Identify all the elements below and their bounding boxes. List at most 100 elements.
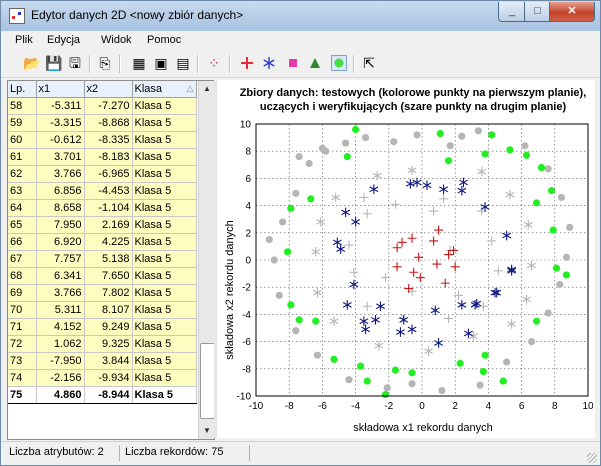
cell-lp[interactable]: 61 (8, 148, 37, 166)
maximize-button[interactable]: □ (524, 2, 551, 22)
cell-klasa[interactable]: Klasa 5 (132, 386, 197, 404)
cell-lp[interactable]: 59 (8, 114, 37, 132)
scatter-icon[interactable]: ⁘ (208, 55, 220, 71)
cell-klasa[interactable]: Klasa 5 (132, 369, 197, 387)
table-row[interactable]: 68 6.341 7.650 Klasa 5 (8, 267, 197, 285)
cell-x2[interactable]: 8.107 (84, 301, 133, 319)
data-icon[interactable]: ▦ (132, 55, 146, 71)
table-row[interactable]: 71 4.152 9.249 Klasa 5 (8, 318, 197, 336)
cell-x1[interactable]: 3.701 (36, 148, 85, 166)
cell-klasa[interactable]: Klasa 5 (132, 250, 197, 268)
save-icon[interactable]: 💾 (45, 55, 63, 71)
cell-x2[interactable]: 4.225 (84, 233, 133, 251)
table-row[interactable]: 61 3.701 -8.183 Klasa 5 (8, 148, 197, 166)
cell-x2[interactable]: -9.934 (84, 369, 133, 387)
save-as-icon[interactable]: 🖫 (69, 55, 81, 71)
cell-klasa[interactable]: Klasa 5 (132, 335, 197, 353)
column-header-klasa[interactable]: Klasa △ (132, 81, 197, 98)
cell-x1[interactable]: 3.766 (36, 165, 85, 183)
cell-x2[interactable]: 9.325 (84, 335, 133, 353)
cell-lp[interactable]: 68 (8, 267, 37, 285)
cell-lp[interactable]: 64 (8, 199, 37, 217)
cell-x1[interactable]: 6.856 (36, 182, 85, 200)
cell-x1[interactable]: 6.341 (36, 267, 85, 285)
cell-x1[interactable]: 6.920 (36, 233, 85, 251)
column-header-x2[interactable]: x2 (84, 81, 133, 98)
close-button[interactable]: ✕ (549, 2, 595, 22)
cell-x2[interactable]: -6.965 (84, 165, 133, 183)
title-bar[interactable]: Edytor danych 2D <nowy zbiór danych> _ □… (1, 1, 600, 31)
cell-klasa[interactable]: Klasa 5 (132, 301, 197, 319)
cell-x2[interactable]: 5.138 (84, 250, 133, 268)
scroll-up-icon[interactable]: ▲ (203, 84, 211, 93)
grid-icon[interactable]: ▣ (154, 55, 168, 71)
scrollbar-thumb[interactable] (200, 343, 214, 419)
cell-lp[interactable]: 69 (8, 284, 37, 302)
cell-lp[interactable]: 66 (8, 233, 37, 251)
cell-x2[interactable]: -8.944 (84, 386, 133, 404)
cell-x1[interactable]: -2.156 (36, 369, 85, 387)
cell-lp[interactable]: 60 (8, 131, 37, 149)
table-row[interactable]: 69 3.766 7.802 Klasa 5 (8, 284, 197, 302)
panel-splitter[interactable] (214, 80, 218, 438)
cell-x1[interactable]: 7.757 (36, 250, 85, 268)
table-row[interactable]: 66 6.920 4.225 Klasa 5 (8, 233, 197, 251)
cell-x2[interactable]: -4.453 (84, 182, 133, 200)
cell-klasa[interactable]: Klasa 5 (132, 199, 197, 217)
table-row[interactable]: 62 3.766 -6.965 Klasa 5 (8, 165, 197, 183)
open-icon[interactable]: 📂 (23, 55, 41, 71)
cell-x2[interactable]: -8.183 (84, 148, 133, 166)
menu-plik[interactable]: Plik (15, 34, 33, 46)
add-triangle-icon[interactable] (307, 55, 323, 71)
table-row[interactable]: 65 7.950 2.169 Klasa 5 (8, 216, 197, 234)
cell-lp[interactable]: 67 (8, 250, 37, 268)
minimize-button[interactable]: _ (498, 2, 526, 22)
cell-x1[interactable]: -7.950 (36, 352, 85, 370)
cell-x1[interactable]: 5.311 (36, 301, 85, 319)
add-star-icon[interactable] (261, 55, 277, 71)
cell-x1[interactable]: 3.766 (36, 284, 85, 302)
cell-x2[interactable]: 3.844 (84, 352, 133, 370)
cell-x1[interactable]: 7.950 (36, 216, 85, 234)
chart-icon[interactable]: ▤ (176, 55, 190, 71)
menu-pomoc[interactable]: Pomoc (147, 34, 182, 46)
cell-klasa[interactable]: Klasa 5 (132, 352, 197, 370)
cell-klasa[interactable]: Klasa 5 (132, 182, 197, 200)
table-row[interactable]: 74 -2.156 -9.934 Klasa 5 (8, 369, 197, 387)
add-circle-icon[interactable] (331, 55, 347, 71)
cell-klasa[interactable]: Klasa 5 (132, 148, 197, 166)
table-row[interactable]: 73 -7.950 3.844 Klasa 5 (8, 352, 197, 370)
resize-grip[interactable] (587, 453, 597, 463)
cell-x2[interactable]: 7.650 (84, 267, 133, 285)
cell-lp[interactable]: 58 (8, 97, 37, 115)
table-row[interactable]: 63 6.856 -4.453 Klasa 5 (8, 182, 197, 200)
cell-x1[interactable]: -0.612 (36, 131, 85, 149)
table-row[interactable]: 64 8.658 -1.104 Klasa 5 (8, 199, 197, 217)
cell-lp[interactable]: 73 (8, 352, 37, 370)
cell-x1[interactable]: 1.062 (36, 335, 85, 353)
table-row[interactable]: 67 7.757 5.138 Klasa 5 (8, 250, 197, 268)
cell-x1[interactable]: -5.311 (36, 97, 85, 115)
cell-klasa[interactable]: Klasa 5 (132, 165, 197, 183)
add-square-icon[interactable] (285, 55, 301, 71)
cell-lp[interactable]: 75 (8, 386, 37, 404)
cell-lp[interactable]: 62 (8, 165, 37, 183)
cell-x2[interactable]: 2.169 (84, 216, 133, 234)
cell-x2[interactable]: -8.335 (84, 131, 133, 149)
cell-x2[interactable]: -8.868 (84, 114, 133, 132)
cell-lp[interactable]: 65 (8, 216, 37, 234)
scroll-down-icon[interactable]: ▼ (203, 426, 211, 435)
cell-klasa[interactable]: Klasa 5 (132, 233, 197, 251)
cell-lp[interactable]: 71 (8, 318, 37, 336)
cell-lp[interactable]: 74 (8, 369, 37, 387)
pointer-icon[interactable]: ⇱ (363, 55, 375, 71)
cell-klasa[interactable]: Klasa 5 (132, 131, 197, 149)
menu-widok[interactable]: Widok (101, 34, 132, 46)
table-row[interactable]: 60 -0.612 -8.335 Klasa 5 (8, 131, 197, 149)
column-header-lp[interactable]: Lp. (8, 81, 37, 98)
column-header-x1[interactable]: x1 (36, 81, 85, 98)
cell-x1[interactable]: -3.315 (36, 114, 85, 132)
menu-edycja[interactable]: Edycja (47, 34, 81, 46)
table-row[interactable]: 75 4.860 -8.944 Klasa 5 (8, 386, 197, 404)
cell-klasa[interactable]: Klasa 5 (132, 97, 197, 115)
